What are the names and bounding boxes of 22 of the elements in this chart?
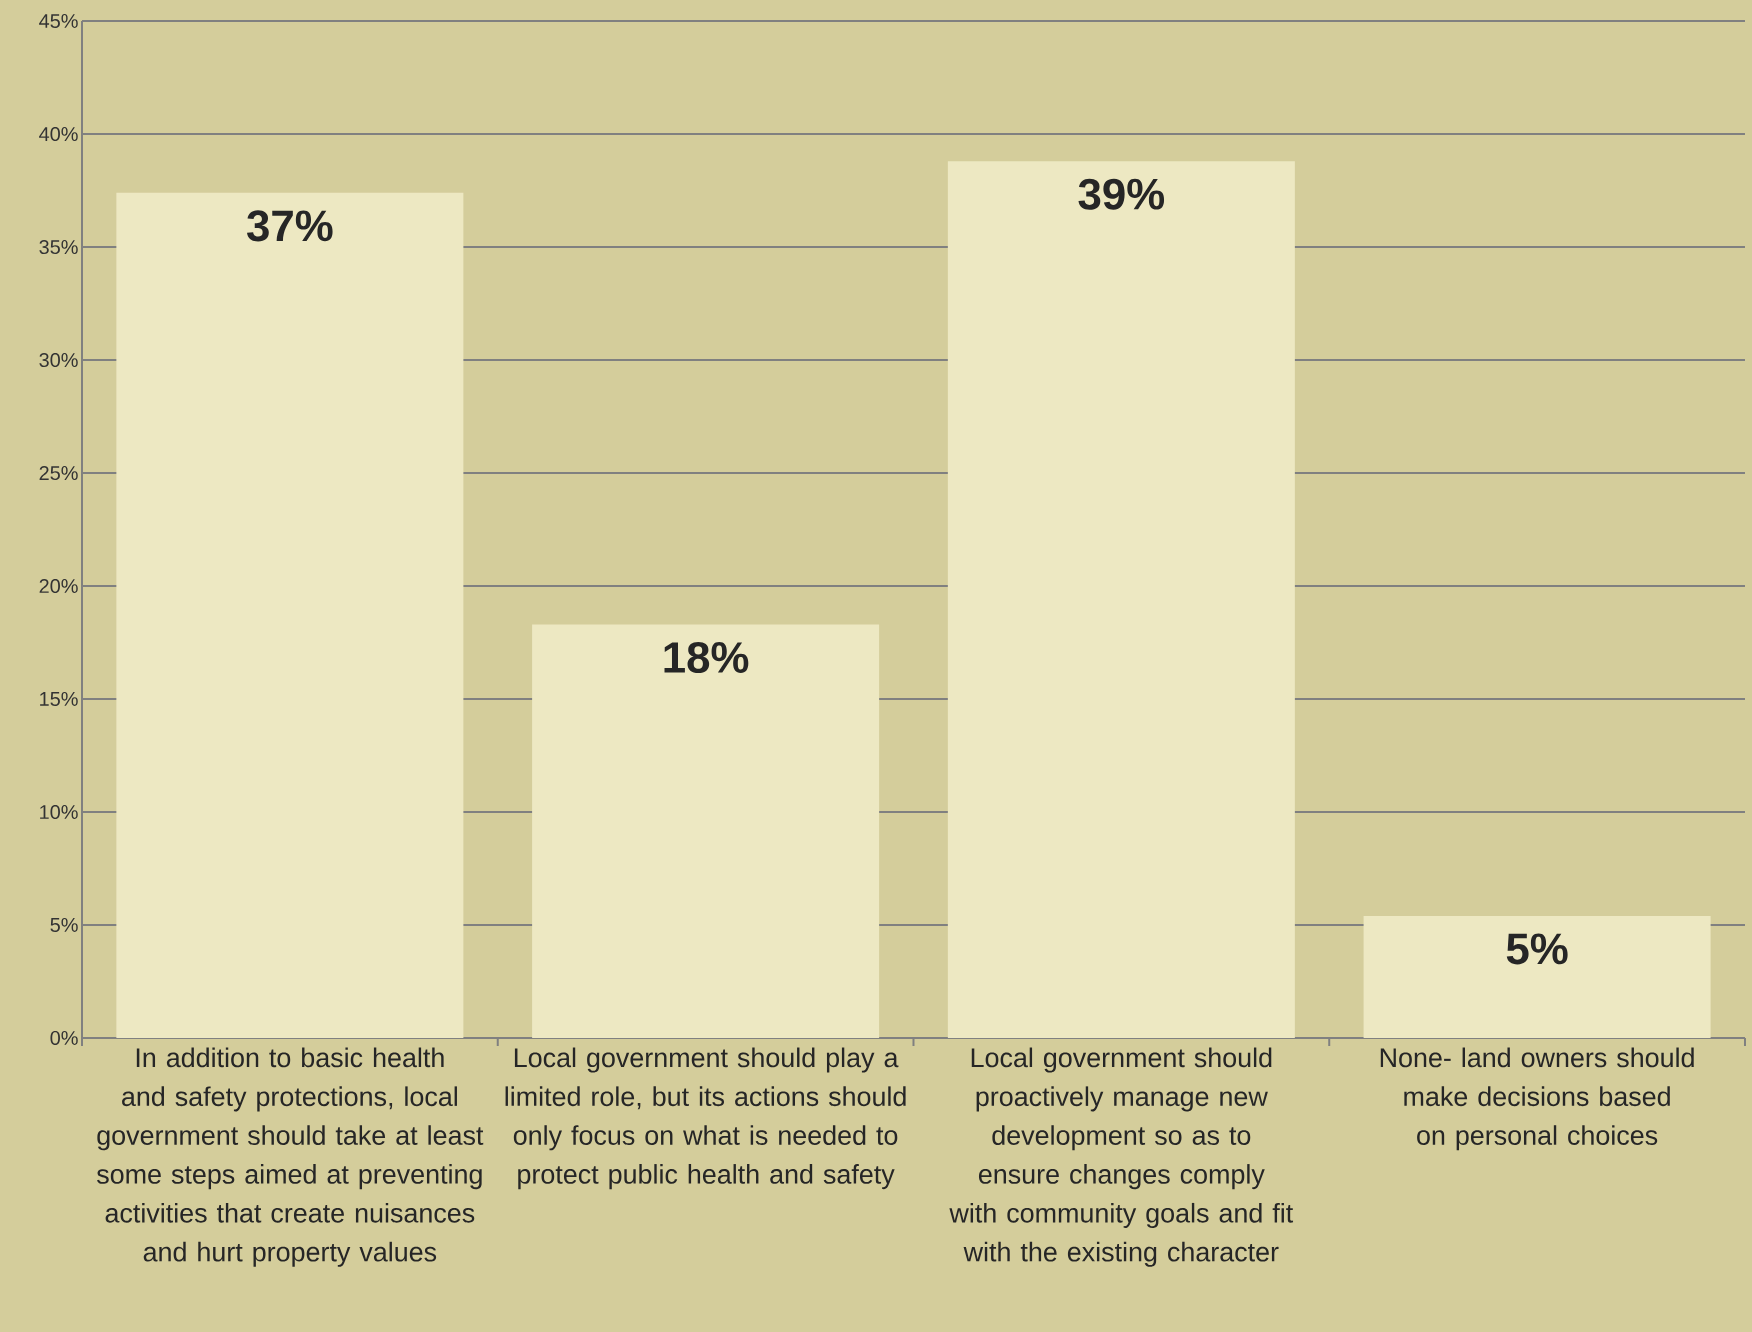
y-tick-label: 20%	[39, 578, 78, 594]
bar	[532, 624, 880, 1038]
y-tick-label: 30%	[39, 352, 78, 368]
data-label: 39%	[1078, 178, 1165, 210]
data-label: 5%	[1506, 933, 1568, 965]
bar	[116, 192, 464, 1038]
x-tick-label: None- land owners should make decisions based on personal choices	[1380, 1047, 1694, 1151]
x-tick-label: In addition to basic health and safety protections, local government should take at least some steps aimed at preventing activities that create nuisances and hurt property values	[97, 1047, 484, 1267]
bar	[947, 161, 1295, 1038]
y-tick-label: 35%	[39, 239, 78, 255]
y-tick-label: 10%	[40, 804, 78, 820]
data-label: 18%	[664, 641, 749, 673]
bar	[1363, 915, 1711, 1038]
y-tick-label: 45%	[39, 14, 78, 29]
y-tick-label: 0%	[50, 1030, 78, 1046]
x-tick-label: Local government should proactively manage new development so as to ensure changes comply with community goals and fit with the existing character	[949, 1047, 1294, 1267]
data-label: 37%	[247, 210, 333, 242]
y-tick-label: 15%	[40, 692, 78, 707]
y-tick-label: 5%	[50, 917, 78, 933]
y-tick-label: 40%	[39, 126, 78, 142]
x-tick-label: Local government should play a limited role, but its actions should only focus on what is needed to protect public health and safety	[505, 1047, 906, 1190]
y-tick-label: 25%	[39, 465, 78, 481]
